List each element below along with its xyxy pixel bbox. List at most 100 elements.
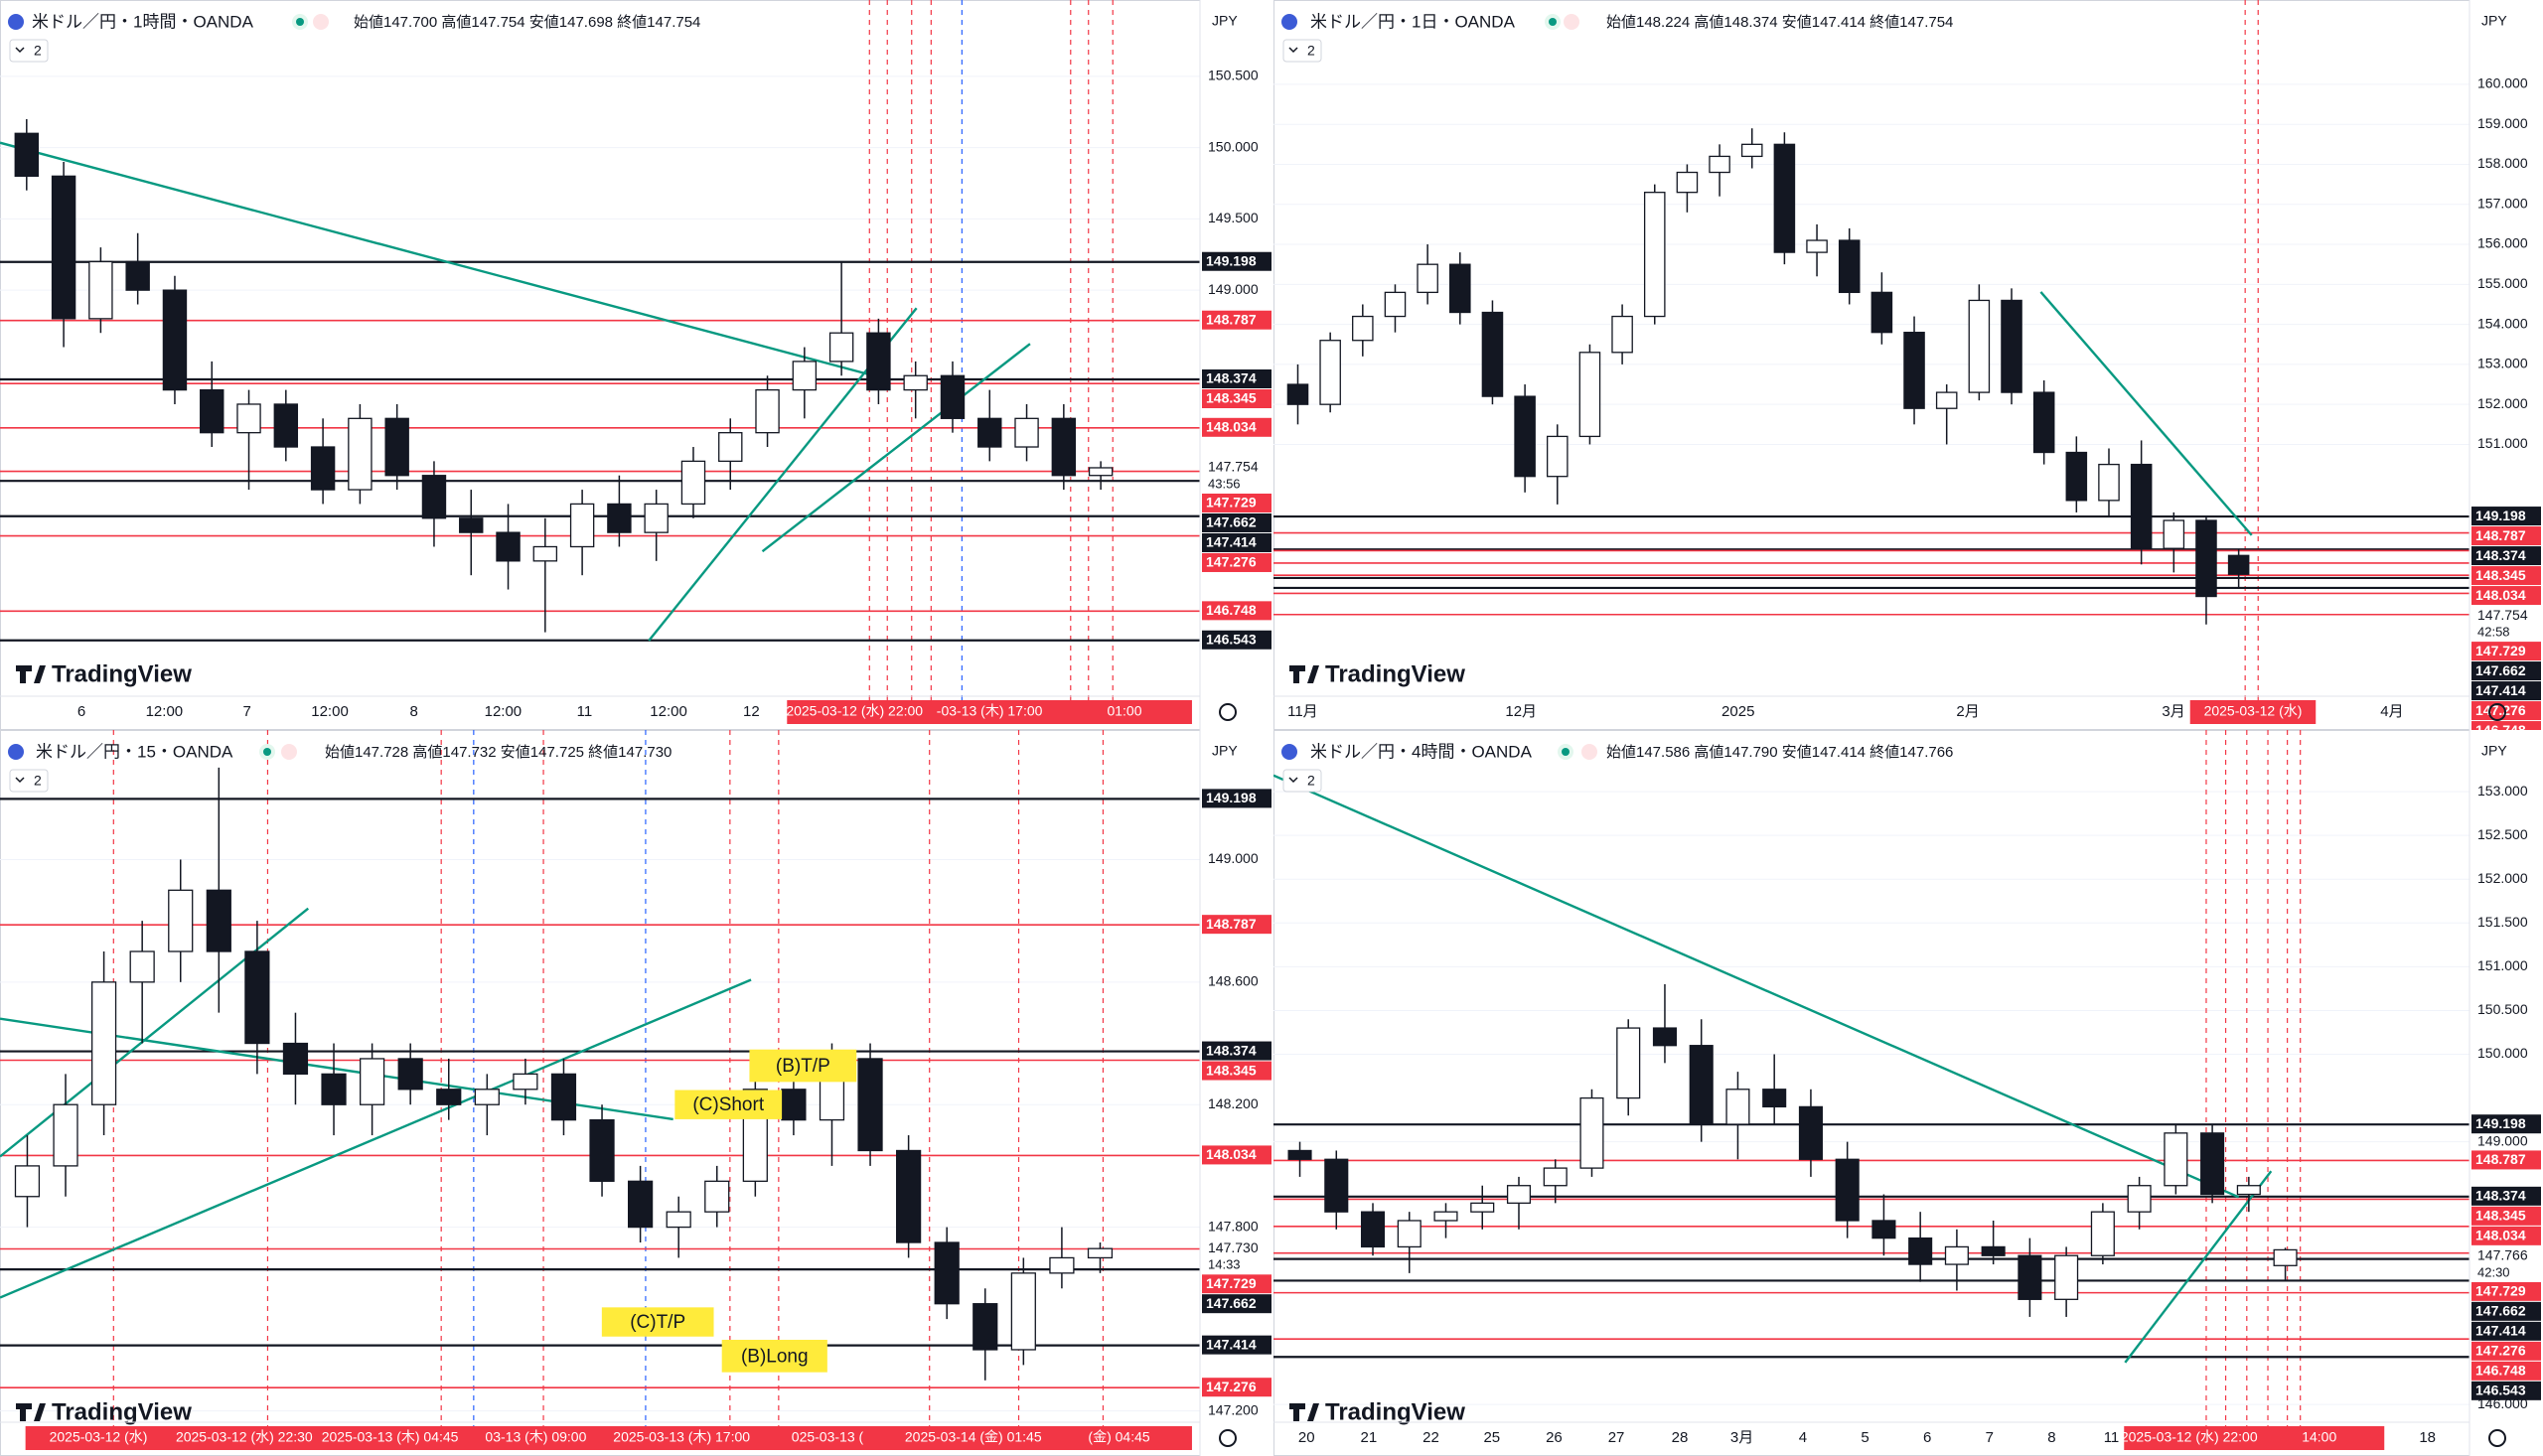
candle-body	[321, 1073, 347, 1105]
candle-body	[1652, 1027, 1678, 1047]
candle-body	[1578, 352, 1601, 438]
time-highlight-label: 2025-03-12 (水)	[50, 1429, 148, 1445]
settings-icon[interactable]	[1219, 703, 1237, 721]
candle-body	[857, 1058, 883, 1152]
candle-body	[2001, 299, 2022, 393]
candle-body	[1352, 315, 1374, 342]
level-label: 147.414	[2475, 1323, 2526, 1339]
x-tick-label: 27	[1608, 1429, 1625, 1446]
y-tick-label: 147.800	[1208, 1218, 1259, 1234]
annotation-box	[601, 1307, 714, 1337]
candle-body	[397, 1058, 423, 1091]
settings-icon[interactable]	[2488, 1429, 2506, 1447]
y-tick-label: 149.500	[1208, 210, 1259, 225]
level-label: 148.787	[2475, 1151, 2526, 1167]
price-axis	[1200, 730, 1273, 1456]
candle-body	[1319, 340, 1341, 405]
level-label: 148.374	[1206, 1042, 1257, 1058]
y-tick-label: 149.000	[1208, 281, 1259, 297]
candle-body	[2236, 1185, 2261, 1196]
candle-body	[2164, 1132, 2188, 1187]
candle-body	[1935, 391, 1958, 409]
candle-body	[1709, 155, 1730, 174]
settings-icon[interactable]	[2488, 703, 2506, 721]
level-label: 147.729	[2475, 1283, 2526, 1299]
x-tick-label: 3月	[1730, 1429, 1753, 1446]
level-tag	[1202, 1378, 1272, 1397]
candle-body	[2200, 1132, 2225, 1196]
level-label: 148.034	[2475, 1228, 2526, 1243]
chart-panel: TradingView JPY 153.000 152.500 152.000 151.5…	[1273, 730, 2543, 1456]
candle-body	[977, 417, 1002, 448]
candle-body	[666, 1211, 691, 1229]
level-tag	[2471, 1281, 2541, 1301]
last-price: 147.754	[1208, 459, 1259, 475]
level-tag	[2471, 642, 2541, 661]
chevron	[1288, 777, 1298, 784]
time-highlight-label: 2025-03-13 (木) 17:00	[613, 1429, 750, 1445]
candle-body	[496, 531, 521, 562]
candle-body	[1514, 395, 1536, 478]
level-label: 147.729	[1206, 495, 1257, 510]
level-label: 146.748	[1206, 602, 1257, 618]
level-tag	[1202, 1145, 1272, 1165]
candle-body	[1981, 1245, 2006, 1256]
y-tick-label: 156.000	[2477, 235, 2528, 251]
trend-line	[0, 141, 877, 378]
y-tick-label: 153.000	[2477, 356, 2528, 371]
level-tag	[1202, 630, 1272, 650]
candle-body	[2163, 519, 2185, 549]
last-price: 147.766	[2477, 1247, 2528, 1263]
last-price-tag	[2471, 1245, 2541, 1282]
candle-body	[14, 1165, 41, 1198]
x-tick-label: 8	[2047, 1429, 2055, 1446]
y-tick-label: 157.000	[2477, 195, 2528, 211]
x-tick-label: 25	[1483, 1429, 1500, 1446]
y-tick-label: 149.000	[2477, 1132, 2528, 1148]
settings-icon[interactable]	[1219, 1429, 1237, 1447]
candle-body	[1051, 417, 1077, 477]
candle-body	[1397, 1220, 1421, 1248]
level-tag	[1202, 1061, 1272, 1081]
level-label: 148.034	[1206, 418, 1257, 434]
chart-panel: TradingView JPY 150.500 150.000 149.500 149.0…	[0, 0, 1273, 730]
ohlc-values: 始値147.586 高値147.790 安値147.414 終値147.766	[1606, 744, 1953, 761]
brand-name: TradingView	[1325, 660, 1465, 687]
x-tick-label: 26	[1546, 1429, 1563, 1446]
level-tag	[1202, 388, 1272, 408]
time-highlight	[787, 700, 1192, 724]
candle-body	[2054, 1254, 2079, 1300]
level-tag	[2471, 1361, 2541, 1381]
candle-body	[14, 132, 40, 177]
y-tick-label: 152.000	[2477, 870, 2528, 886]
candle-body	[532, 545, 558, 562]
y-tick-label: 147.200	[1208, 1401, 1259, 1417]
trend-line	[1273, 774, 2240, 1199]
x-tick-label: 12月	[1505, 703, 1537, 720]
candle-body	[1908, 1237, 1933, 1265]
level-label: 146.748	[2475, 1363, 2526, 1379]
candle-body	[934, 1241, 960, 1305]
level-tag	[2471, 1114, 2541, 1134]
indicator-toggle	[1282, 39, 1322, 63]
currency-label: JPY	[2481, 743, 2507, 759]
annotation: (B)Long	[741, 1346, 809, 1367]
ohlc-values: 始値147.728 高値147.732 安値147.725 終値147.730	[325, 744, 672, 761]
candle-body	[1287, 1149, 1312, 1160]
candle-body	[2127, 1185, 2152, 1213]
level-label: 147.276	[2475, 702, 2526, 718]
candle-body	[1968, 299, 1991, 393]
level-label: 148.787	[1206, 311, 1257, 327]
candle-body	[1762, 1089, 1787, 1108]
chart-panel: TradingView JPY 160.000 159.000 158.000 157.0…	[1273, 0, 2543, 730]
x-tick-label: 7	[1986, 1429, 1994, 1446]
candle-body	[88, 260, 113, 320]
time-highlight	[25, 1426, 1192, 1450]
level-tag	[1202, 310, 1272, 330]
level-tag	[2471, 586, 2541, 606]
level-tag	[1202, 512, 1272, 532]
currency-label: JPY	[1212, 13, 1238, 29]
level-tag	[2471, 1226, 2541, 1245]
level-tag	[2471, 1186, 2541, 1206]
